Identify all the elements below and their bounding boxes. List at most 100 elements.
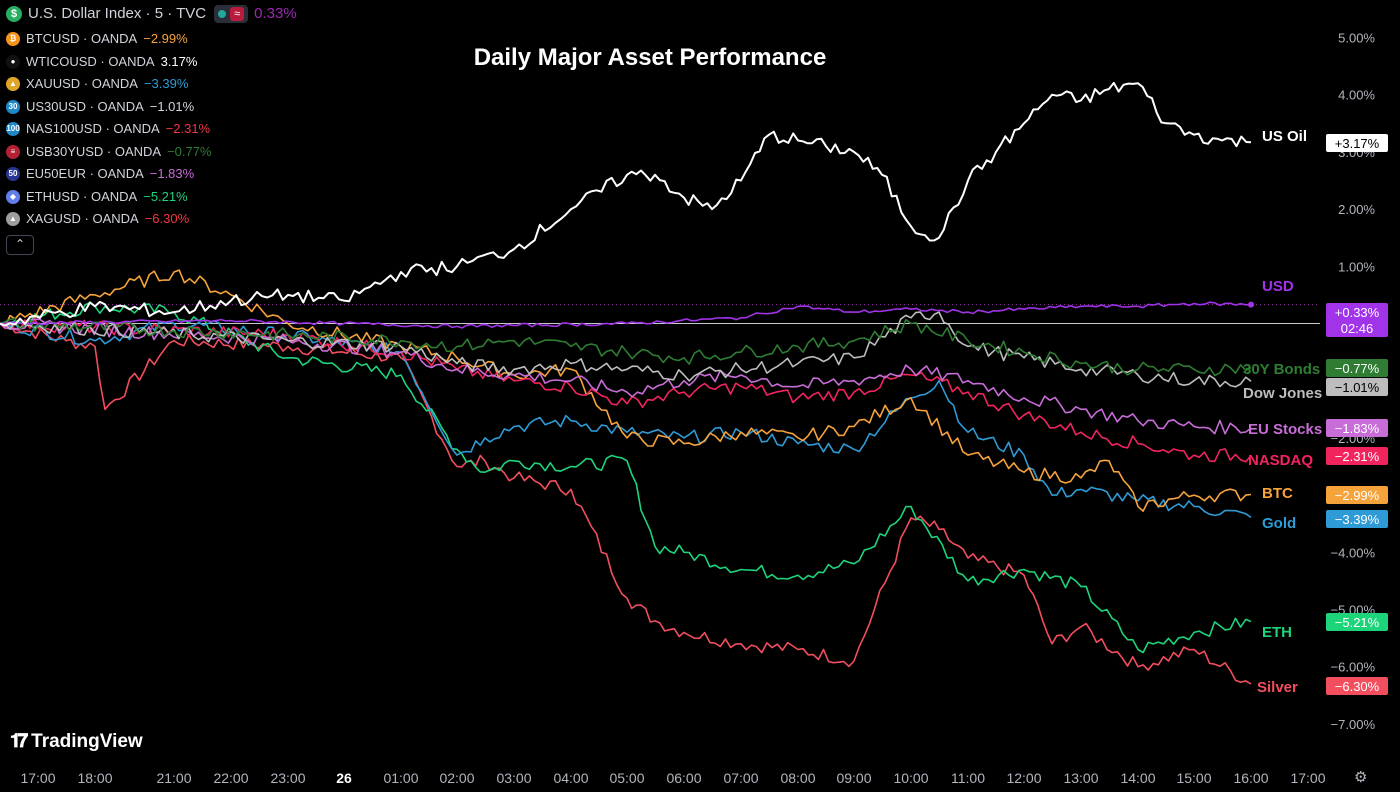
x-tick-label: 22:00 — [213, 770, 248, 786]
y-tick-label: 4.00% — [1338, 88, 1375, 103]
series-line — [0, 301, 1252, 329]
legend-row[interactable]: 30 US30USD · OANDA −1.01% — [6, 96, 297, 119]
legend-row[interactable]: ₿ BTCUSD · OANDA −2.99% — [6, 28, 297, 51]
x-tick-label: 12:00 — [1006, 770, 1041, 786]
delayed-data-icon: ≈ — [230, 7, 245, 21]
legend-main-value: 0.33% — [254, 5, 297, 22]
series-line — [0, 81, 1252, 327]
us30-icon: 30 — [6, 99, 20, 114]
legend-value: −5.21% — [143, 188, 188, 204]
x-tick-label: 09:00 — [836, 770, 871, 786]
price-tag-value: +0.33% — [1335, 305, 1380, 320]
price-tag — [1326, 419, 1388, 437]
x-tick-label: 16:00 — [1233, 770, 1268, 786]
legend-value: −2.99% — [143, 31, 188, 46]
series-name-label: US Oil — [1262, 128, 1307, 145]
eu50-icon: 50 — [6, 167, 20, 182]
x-tick-label: 18:00 — [77, 770, 112, 786]
series-name-label: BTC — [1262, 485, 1293, 502]
us-flag-icon: ≡ — [6, 144, 20, 159]
x-tick-label: 05:00 — [609, 770, 644, 786]
legend-symbol: USB30YUSD · OANDA — [26, 143, 162, 159]
series-name-label: EU Stocks — [1248, 421, 1322, 438]
x-tick-label: 17:00 — [1290, 770, 1325, 786]
price-tag-value: −2.99% — [1335, 488, 1380, 503]
gear-icon[interactable]: ⚙ — [1354, 769, 1368, 786]
legend-value: −1.01% — [149, 98, 195, 114]
x-tick-label: 13:00 — [1063, 770, 1098, 786]
x-tick-label: 15:00 — [1176, 770, 1211, 786]
x-tick-label: 03:00 — [496, 770, 531, 786]
x-tick-label: 02:00 — [439, 770, 474, 786]
y-tick-label: −4.00% — [1331, 545, 1376, 560]
legend-value: −2.31% — [165, 121, 211, 136]
legend-row[interactable]: ◆ ETHUSD · OANDA −5.21% — [6, 186, 297, 209]
legend-symbol: US30USD · OANDA — [26, 98, 144, 114]
gold-icon: ▲ — [6, 77, 20, 92]
series-name-label: USD — [1262, 278, 1294, 295]
legend-symbol: NAS100USD · OANDA — [26, 121, 160, 136]
x-tick-label: 11:00 — [951, 770, 985, 786]
x-tick-label: 23:00 — [270, 770, 305, 786]
series-name-label: Dow Jones — [1243, 385, 1322, 402]
legend-symbol: BTCUSD · OANDA — [26, 31, 138, 46]
bitcoin-icon: ₿ — [6, 32, 20, 47]
legend-value: −6.30% — [144, 211, 190, 226]
price-tag — [1326, 613, 1388, 631]
y-tick-label: 5.00% — [1338, 31, 1375, 46]
price-tag — [1326, 677, 1388, 695]
legend-row[interactable]: ▲ XAUUSD · OANDA −3.39% — [6, 73, 297, 96]
silver-icon: ▲ — [6, 212, 20, 227]
legend-row[interactable]: 100 NAS100USD · OANDA −2.31% — [6, 118, 297, 141]
legend-main-row[interactable]: $ U.S. Dollar Index · 5 · TVC ≈ 0.33% — [6, 4, 297, 24]
x-tick-label: 21:00 — [156, 770, 191, 786]
tradingview-logo-icon: 𝟏𝟕 — [10, 731, 28, 752]
price-tag-value: +3.17% — [1335, 136, 1380, 151]
ethereum-icon: ◆ — [6, 189, 20, 204]
series-name-label: 30Y Bonds — [1243, 361, 1320, 378]
y-tick-label: 1.00% — [1338, 259, 1375, 274]
legend-row[interactable]: ● WTICOUSD · OANDA 3.17% — [6, 51, 297, 74]
series-line — [0, 301, 1252, 654]
series-name-label: Gold — [1262, 515, 1296, 532]
x-tick-label: 17:00 — [20, 770, 55, 786]
legend-value: −3.39% — [143, 76, 189, 91]
last-point-dot — [1248, 301, 1254, 308]
legend-row[interactable]: 50 EU50EUR · OANDA −1.83% — [6, 163, 297, 186]
chevron-up-icon[interactable]: ⌃ — [6, 234, 34, 255]
legend-value: 3.17% — [160, 53, 198, 69]
series-legend: $ U.S. Dollar Index · 5 · TVC ≈ 0.33% ₿ B… — [6, 4, 297, 255]
series-name-label: NASDAQ — [1248, 452, 1313, 469]
price-tag — [1326, 510, 1388, 528]
y-tick-label: −7.00% — [1331, 717, 1376, 732]
tradingview-wordmark: TradingView — [31, 731, 143, 752]
price-tag — [1326, 447, 1388, 465]
price-tag — [1326, 303, 1388, 337]
legend-row[interactable]: ≡ USB30YUSD · OANDA −0.77% — [6, 141, 297, 164]
x-tick-label: 07:00 — [723, 770, 758, 786]
y-tick-label: −6.00% — [1331, 660, 1376, 675]
market-status-badge[interactable]: ≈ — [214, 5, 249, 23]
legend-symbol: XAUUSD · OANDA — [26, 76, 138, 91]
price-tag — [1326, 359, 1388, 377]
series-line — [0, 311, 1252, 388]
x-tick-label: 10:00 — [893, 770, 928, 786]
legend-main-symbol: U.S. Dollar Index · 5 · TVC — [28, 5, 207, 22]
legend-symbol: XAGUSD · OANDA — [26, 211, 139, 226]
dollar-icon: $ — [6, 6, 22, 22]
series-line — [0, 322, 1252, 685]
legend-items: ₿ BTCUSD · OANDA −2.99% ● WTICOUSD · OANDA 3.… — [6, 28, 297, 231]
x-tick-label: 26 — [336, 770, 352, 786]
market-open-dot — [218, 10, 227, 18]
series-line — [0, 269, 1252, 512]
price-tag — [1326, 378, 1388, 396]
price-tag-value: −1.83% — [1335, 421, 1380, 436]
legend-symbol: EU50EUR · OANDA — [26, 166, 144, 181]
y-tick-label: 2.00% — [1338, 202, 1375, 217]
price-tag — [1326, 134, 1388, 152]
price-tag-value: −0.77% — [1335, 361, 1380, 376]
tradingview-logo[interactable]: 𝟏𝟕 TradingView — [10, 731, 143, 753]
legend-row[interactable]: ▲ XAGUSD · OANDA −6.30% — [6, 208, 297, 231]
x-tick-label: 06:00 — [666, 770, 701, 786]
